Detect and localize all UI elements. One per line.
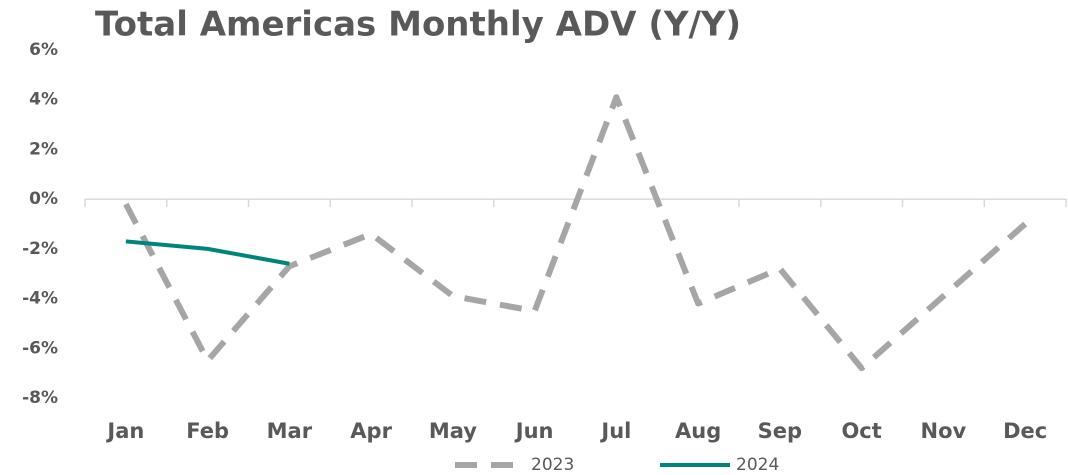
x-tick-label: May xyxy=(429,419,477,443)
x-tick-label: Aug xyxy=(675,419,721,443)
y-tick-label: -6% xyxy=(22,338,58,358)
x-tick-label: Sep xyxy=(758,419,802,443)
x-tick-label: Feb xyxy=(186,419,229,443)
chart-title: Total Americas Monthly ADV (Y/Y) xyxy=(95,5,741,45)
legend-label: 2023 xyxy=(531,455,574,475)
y-tick-label: 4% xyxy=(29,90,58,110)
x-tick-label: Apr xyxy=(350,419,392,443)
y-tick-label: 6% xyxy=(29,40,58,60)
x-tick-label: Jun xyxy=(514,419,554,443)
y-tick-label: -8% xyxy=(22,388,58,408)
x-tick-label: Dec xyxy=(1003,419,1047,443)
x-tick-label: Nov xyxy=(921,419,967,443)
line-series xyxy=(123,94,1028,372)
y-tick-label: -2% xyxy=(22,239,58,259)
legend-label: 2024 xyxy=(736,455,779,475)
line-series xyxy=(125,239,290,266)
x-tick-label: Jan xyxy=(105,419,144,443)
y-tick-label: 0% xyxy=(29,189,58,209)
x-tick-label: Mar xyxy=(267,419,313,443)
x-tick-label: Oct xyxy=(841,419,881,443)
y-tick-label: 2% xyxy=(29,139,58,159)
y-tick-label: -4% xyxy=(22,289,58,309)
x-tick-label: Jul xyxy=(599,419,631,443)
